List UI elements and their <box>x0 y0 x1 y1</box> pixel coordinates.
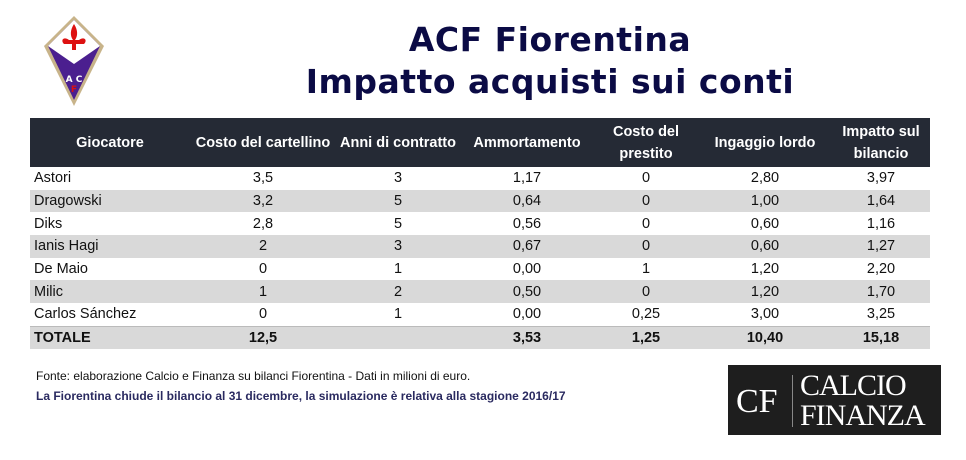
column-header: Giocatore <box>30 118 190 167</box>
column-header: Costo del prestito <box>594 118 698 167</box>
table-cell: 0,64 <box>460 189 594 213</box>
table-cell: 0,60 <box>750 215 780 232</box>
table-cell: 1,16 <box>866 215 896 232</box>
total-row: TOTALE 12,5 3,53 1,25 10,40 15,18 <box>30 325 930 349</box>
table-row: Carlos Sánchez 0 1 0,00 0,25 3,00 3,25 <box>30 303 930 326</box>
page-subtitle: Impatto acquisti sui conti <box>305 62 795 101</box>
table-cell: 3,25 <box>866 306 896 323</box>
table-cell: 0 <box>258 261 268 278</box>
total-cell: TOTALE <box>30 325 190 349</box>
table-cell: 0,60 <box>698 235 832 258</box>
table-cell: 3 <box>336 235 460 258</box>
table-cell: 0,00 <box>512 306 542 323</box>
table-cell: 2,20 <box>866 261 896 278</box>
table-cell: 1,00 <box>698 189 832 213</box>
table-cell: 1 <box>641 261 651 278</box>
table-cell: 0 <box>594 280 698 304</box>
column-header: Ingaggio lordo <box>698 118 832 167</box>
table-cell: 3,00 <box>750 306 780 323</box>
table-cell: 0 <box>594 235 698 258</box>
column-header: Ammortamento <box>460 118 594 167</box>
page-title: ACF Fiorentina <box>408 20 692 59</box>
total-cell: 1,25 <box>594 325 698 349</box>
svg-text:A C: A C <box>66 75 83 85</box>
table-cell: 1,70 <box>832 280 930 304</box>
table-cell: 3,5 <box>252 170 274 187</box>
svg-text:F: F <box>71 85 77 95</box>
table-cell: 1,27 <box>832 235 930 258</box>
table-cell: 0,25 <box>631 306 661 323</box>
table-cell: 1 <box>393 306 403 323</box>
table-cell: 1,64 <box>832 189 930 213</box>
source-note: Fonte: elaborazione Calcio e Finanza su … <box>36 369 471 383</box>
table-row: Ianis Hagi 2 3 0,67 0 0,60 1,27 <box>30 235 930 258</box>
column-header: Impatto sul bilancio <box>832 118 930 167</box>
table-cell: 1,20 <box>750 261 780 278</box>
calcio-e-finanza-logo: CF CALCIO FINANZA <box>728 365 941 435</box>
table-cell: 0,67 <box>460 235 594 258</box>
table-cell: Milic <box>30 280 190 304</box>
table-cell: 5 <box>393 215 403 232</box>
table-cell: 5 <box>336 189 460 213</box>
table-cell: 2 <box>190 235 336 258</box>
table-cell: 0 <box>258 306 268 323</box>
table-cell: Dragowski <box>30 189 190 213</box>
table-cell: 3,97 <box>866 170 896 187</box>
table-cell: 0 <box>641 170 651 187</box>
total-cell: 10,40 <box>698 325 832 349</box>
total-cell: 12,5 <box>190 325 336 349</box>
table-cell: 1 <box>393 261 403 278</box>
table-cell: 1,17 <box>512 170 542 187</box>
table-cell: 0,50 <box>460 280 594 304</box>
table-cell: De Maio <box>34 261 88 278</box>
table-cell: 0 <box>641 215 651 232</box>
table-row: De Maio 0 1 0,00 1 1,20 2,20 <box>30 258 930 281</box>
table-cell: 3 <box>393 170 403 187</box>
table-row: Diks 2,8 5 0,56 0 0,60 1,16 <box>30 212 930 235</box>
total-cell: 3,53 <box>460 325 594 349</box>
table-cell: Astori <box>34 170 72 187</box>
info-note: La Fiorentina chiude il bilancio al 31 d… <box>36 389 566 403</box>
table-cell: 1 <box>190 280 336 304</box>
table-row: Dragowski 3,2 5 0,64 0 1,00 1,64 <box>30 189 930 213</box>
column-header: Costo del cartellino <box>190 118 336 167</box>
table-cell: 3,2 <box>190 189 336 213</box>
table-cell: Diks <box>34 215 63 232</box>
table-cell: 0,56 <box>512 215 542 232</box>
total-cell: 15,18 <box>832 325 930 349</box>
table-row: Astori 3,5 3 1,17 0 2,80 3,97 <box>30 167 930 190</box>
table-cell: 1,20 <box>698 280 832 304</box>
total-cell <box>336 325 460 349</box>
fiorentina-logo: A C F <box>44 16 104 106</box>
table-cell: 2,8 <box>252 215 274 232</box>
table-row: Milic 1 2 0,50 0 1,20 1,70 <box>30 280 930 304</box>
table-cell: 0,00 <box>512 261 542 278</box>
table-cell: 2 <box>336 280 460 304</box>
table-cell: 2,80 <box>750 170 780 187</box>
table-cell: 0 <box>594 189 698 213</box>
acquisti-table: Giocatore Costo del cartellino Anni di con… <box>30 118 930 349</box>
column-header: Anni di contratto <box>336 118 460 167</box>
table-cell: Carlos Sánchez <box>34 306 137 323</box>
table-cell: Ianis Hagi <box>30 235 190 258</box>
